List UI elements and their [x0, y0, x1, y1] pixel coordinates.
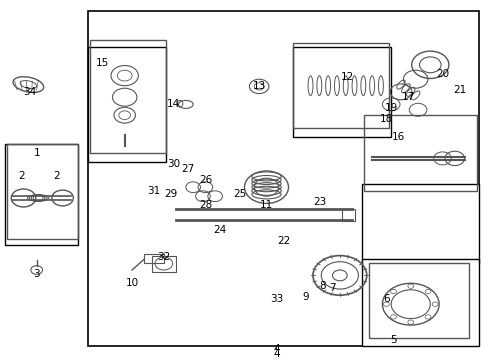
- Bar: [151, 256, 176, 272]
- Text: 4: 4: [272, 348, 279, 359]
- Bar: [88, 11, 478, 346]
- Text: 9: 9: [302, 292, 308, 302]
- Text: 21: 21: [452, 85, 466, 95]
- Text: 26: 26: [198, 175, 212, 185]
- Text: 18: 18: [379, 114, 392, 124]
- Bar: [361, 184, 478, 263]
- Bar: [342, 209, 354, 221]
- Bar: [88, 47, 166, 162]
- Text: 23: 23: [313, 197, 326, 207]
- Text: 15: 15: [96, 58, 109, 68]
- Text: 2: 2: [19, 171, 25, 181]
- Text: 31: 31: [147, 186, 161, 196]
- Text: 17: 17: [401, 92, 414, 102]
- Text: 5: 5: [389, 335, 396, 345]
- Text: 8: 8: [319, 281, 325, 291]
- Text: 28: 28: [198, 200, 212, 210]
- Text: 24: 24: [213, 225, 226, 235]
- Text: 11: 11: [259, 200, 273, 210]
- Text: 3: 3: [33, 269, 40, 279]
- Text: 32: 32: [157, 252, 170, 262]
- Text: 27: 27: [181, 164, 195, 174]
- Text: 7: 7: [328, 283, 335, 293]
- Text: 34: 34: [22, 87, 36, 97]
- Text: 25: 25: [232, 189, 246, 199]
- Text: 33: 33: [269, 294, 283, 304]
- Bar: [90, 40, 166, 153]
- Bar: [7, 144, 78, 239]
- Bar: [293, 47, 390, 137]
- Text: 13: 13: [252, 81, 265, 91]
- Text: 10: 10: [125, 278, 138, 288]
- Bar: [361, 259, 478, 346]
- Text: 16: 16: [391, 132, 405, 142]
- Text: 30: 30: [167, 159, 180, 169]
- Bar: [5, 144, 78, 245]
- Text: 19: 19: [384, 103, 397, 113]
- Text: 2: 2: [53, 171, 60, 181]
- Text: 1: 1: [33, 148, 40, 158]
- Bar: [293, 43, 388, 128]
- Bar: [144, 254, 163, 263]
- Text: 6: 6: [382, 294, 389, 304]
- Text: 22: 22: [276, 236, 290, 246]
- Text: 14: 14: [166, 99, 180, 109]
- Text: 20: 20: [435, 69, 448, 79]
- Bar: [368, 263, 468, 338]
- Text: 4: 4: [272, 344, 279, 354]
- Bar: [364, 115, 476, 191]
- Text: 12: 12: [340, 72, 353, 82]
- Text: 29: 29: [164, 189, 178, 199]
